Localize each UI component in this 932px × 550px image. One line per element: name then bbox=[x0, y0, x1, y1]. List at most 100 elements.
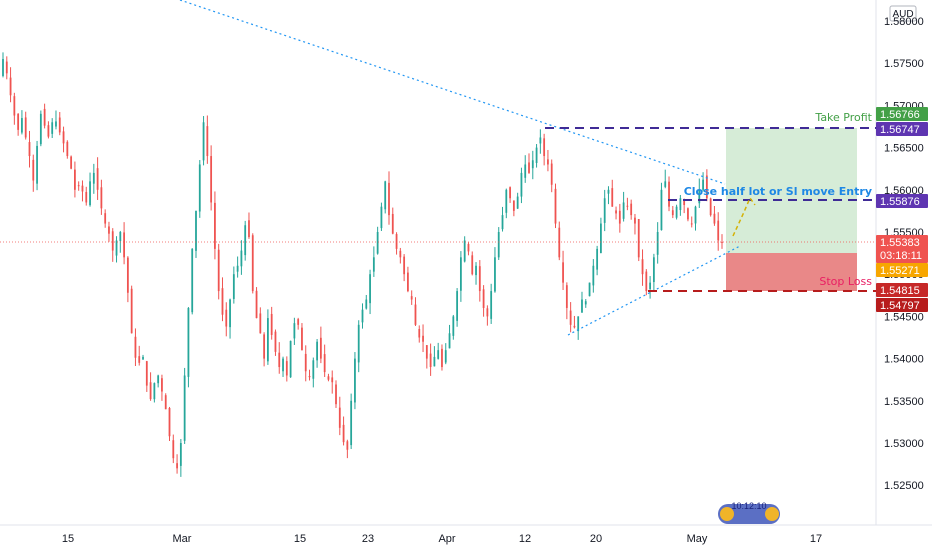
candle-body bbox=[191, 248, 194, 313]
candle-body bbox=[85, 191, 88, 203]
candle-body bbox=[660, 189, 663, 231]
price-badge-value: 1.54815 bbox=[880, 285, 920, 297]
candle-body bbox=[108, 226, 110, 234]
candle-body bbox=[248, 220, 250, 238]
candle-body bbox=[687, 208, 689, 220]
candle-body bbox=[361, 309, 364, 323]
candle-body bbox=[391, 213, 394, 234]
candle-body bbox=[338, 407, 341, 428]
candle-body bbox=[92, 172, 95, 184]
candle-body bbox=[547, 159, 549, 165]
candle-body bbox=[592, 265, 595, 286]
candle-body bbox=[251, 235, 254, 292]
candle-body bbox=[142, 356, 144, 360]
candle-body bbox=[649, 282, 651, 290]
candle-body bbox=[475, 265, 477, 276]
candle-body bbox=[558, 227, 561, 258]
candle-body bbox=[274, 331, 277, 352]
candle-body bbox=[630, 203, 633, 216]
candle-body bbox=[81, 185, 84, 192]
candle-body bbox=[528, 162, 530, 173]
candle-body bbox=[350, 400, 353, 446]
x-axis-ticks: 15 Mar 15 23 Apr 12 20 May 17 bbox=[62, 533, 822, 545]
candle-body bbox=[289, 340, 292, 378]
candle-body bbox=[399, 250, 402, 258]
candle-body bbox=[372, 257, 375, 272]
candle-body bbox=[77, 185, 80, 187]
candle-body bbox=[459, 257, 462, 291]
candle-body bbox=[607, 189, 610, 194]
candles-group bbox=[2, 52, 723, 477]
candle-body bbox=[403, 256, 406, 275]
candle-body bbox=[134, 336, 137, 358]
candle-body bbox=[705, 175, 708, 199]
candle-body bbox=[263, 334, 266, 359]
candle-body bbox=[603, 198, 606, 223]
candle-body bbox=[293, 323, 296, 339]
candle-body bbox=[206, 126, 209, 157]
candle-body bbox=[683, 199, 686, 205]
candle-body bbox=[509, 187, 511, 199]
candle-body bbox=[634, 217, 636, 224]
candle-body bbox=[569, 310, 572, 325]
candle-body bbox=[161, 378, 163, 392]
candle-body bbox=[323, 354, 326, 373]
price-badge bbox=[876, 263, 928, 277]
candle-body bbox=[130, 288, 133, 334]
candle-body bbox=[505, 189, 508, 213]
tradingview-logo: 10:12:10 bbox=[718, 501, 780, 524]
candle-body bbox=[702, 179, 704, 190]
candle-body bbox=[441, 348, 443, 368]
candle-body bbox=[62, 131, 65, 144]
candle-body bbox=[497, 232, 500, 258]
candle-body bbox=[312, 360, 315, 379]
price-badge-value: 1.55383 bbox=[880, 237, 920, 249]
candle-body bbox=[376, 232, 379, 254]
candle-body bbox=[645, 271, 648, 292]
y-tick-label: 1.57500 bbox=[884, 58, 924, 70]
y-tick-label: 1.54000 bbox=[884, 354, 924, 366]
candle-body bbox=[690, 223, 693, 225]
candle-body bbox=[21, 118, 23, 133]
candle-body bbox=[437, 350, 440, 359]
x-tick-label: Apr bbox=[438, 533, 455, 545]
candle-body bbox=[467, 244, 470, 252]
candle-body bbox=[675, 206, 678, 218]
candle-body bbox=[539, 137, 542, 144]
candle-body bbox=[433, 356, 436, 367]
projection-path bbox=[732, 196, 756, 237]
candle-body bbox=[172, 440, 175, 459]
candle-body bbox=[365, 299, 368, 309]
candle-body bbox=[562, 262, 564, 283]
candle-body bbox=[335, 384, 337, 405]
candle-body bbox=[157, 375, 160, 384]
candle-body bbox=[588, 282, 591, 297]
x-tick-label: 23 bbox=[362, 533, 374, 545]
candle-body bbox=[297, 319, 300, 325]
price-badge-countdown: 03:18:11 bbox=[880, 250, 922, 262]
candle-body bbox=[346, 441, 349, 450]
candle-body bbox=[145, 361, 148, 386]
y-tick-label: 1.53500 bbox=[884, 396, 924, 408]
candle-body bbox=[656, 232, 659, 255]
candle-body bbox=[664, 181, 667, 187]
candle-body bbox=[126, 257, 129, 293]
candle-body bbox=[36, 145, 38, 184]
price-badge bbox=[876, 107, 928, 121]
candle-body bbox=[384, 181, 387, 210]
candle-body bbox=[486, 308, 489, 317]
candle-body bbox=[2, 58, 4, 76]
candle-body bbox=[494, 257, 496, 292]
candle-body bbox=[501, 215, 504, 230]
candle-body bbox=[183, 375, 186, 441]
candle-body bbox=[168, 407, 171, 437]
candle-body bbox=[456, 291, 459, 321]
price-badge-value: 1.55271 bbox=[880, 265, 920, 277]
candle-body bbox=[478, 266, 481, 292]
candle-body bbox=[308, 376, 311, 378]
candle-body bbox=[119, 232, 122, 242]
candle-body bbox=[198, 164, 201, 212]
x-tick-label: 12 bbox=[519, 533, 531, 545]
candle-body bbox=[115, 240, 118, 256]
